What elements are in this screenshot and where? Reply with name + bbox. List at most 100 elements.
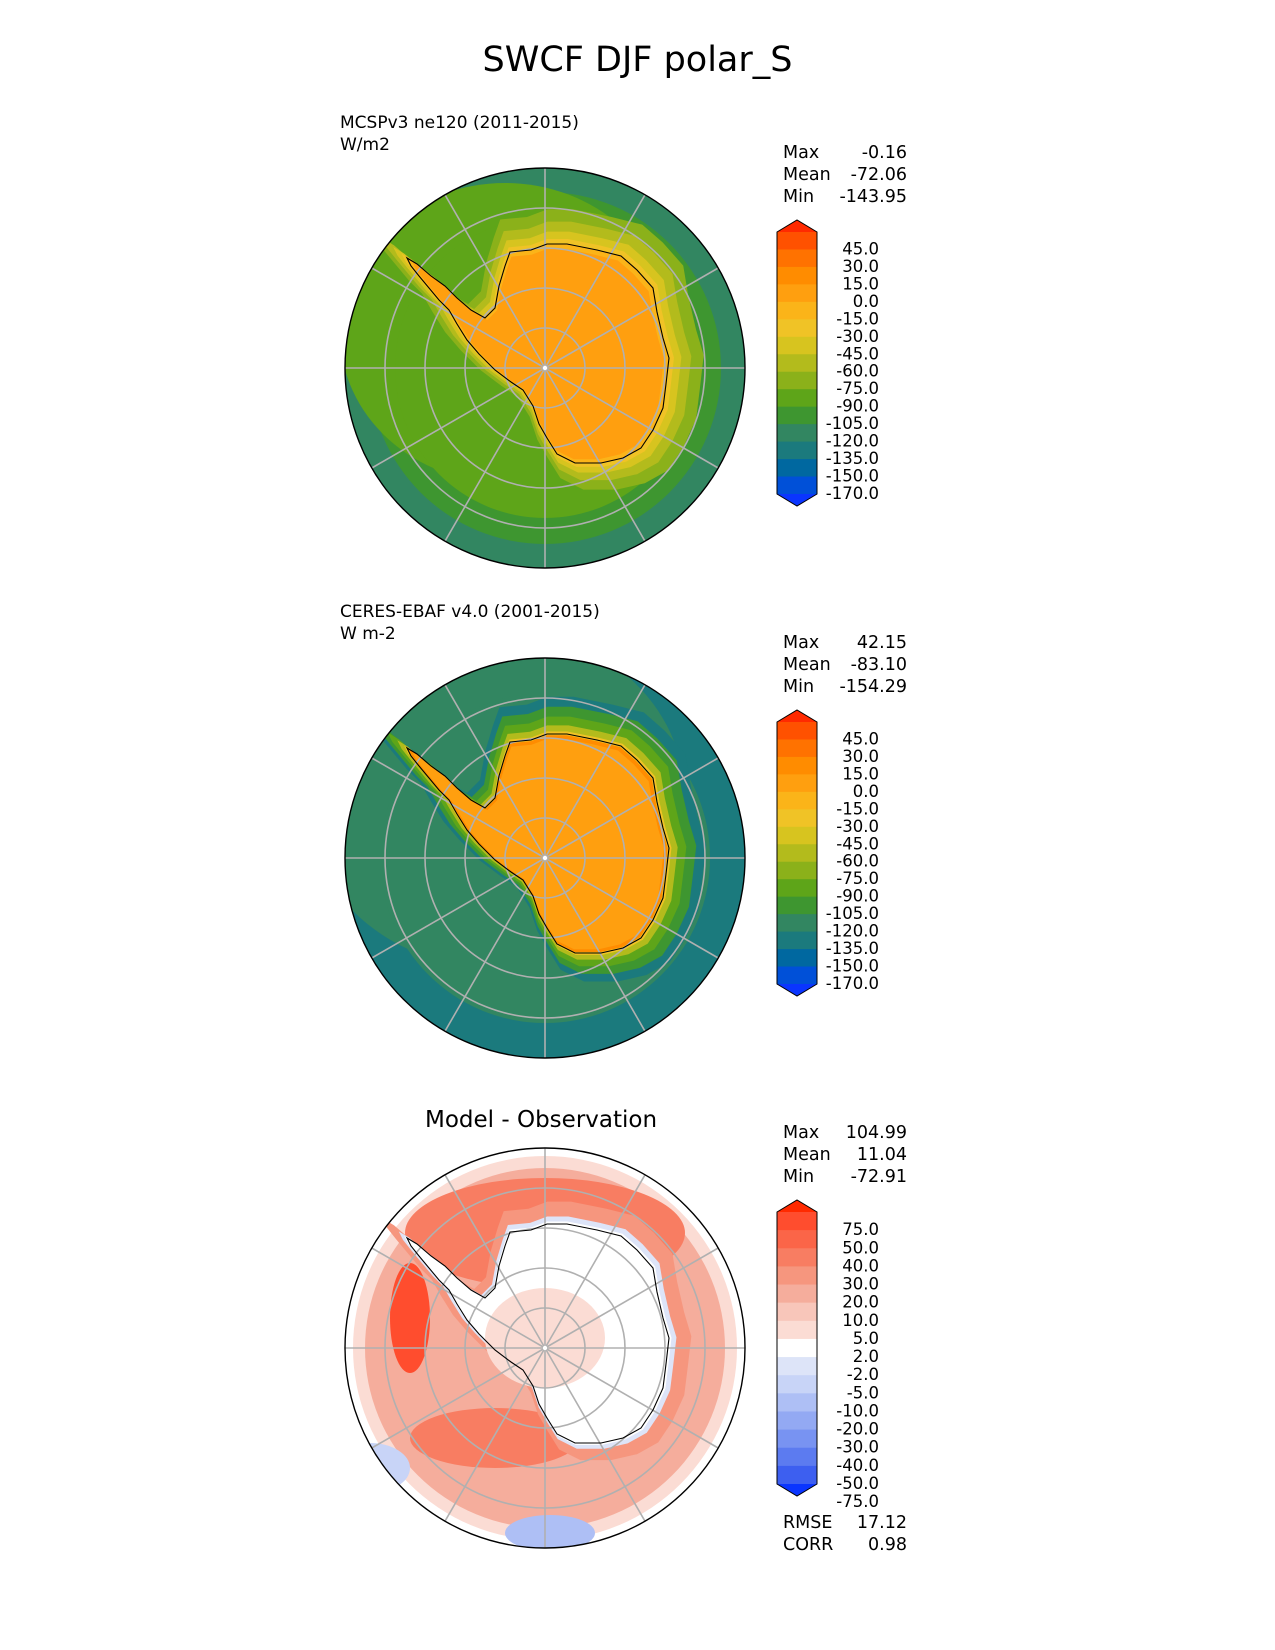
meridian-line <box>544 857 719 959</box>
pole-marker <box>542 855 548 861</box>
colorbar-segment <box>777 1266 817 1286</box>
colorbar-tick-label: -15.0 <box>836 799 879 818</box>
field-patch <box>390 1263 430 1373</box>
colorbar-segment <box>777 809 817 828</box>
colorbar-segment <box>777 1284 817 1304</box>
stat-min-value: -154.29 <box>839 677 907 697</box>
colorbar-tick-label: -15.0 <box>836 309 879 328</box>
panel3-metrics: RMSE 17.12 CORR 0.98 <box>783 1512 907 1556</box>
colorbar-segment <box>777 966 817 985</box>
stat-max-label: Max <box>783 633 820 653</box>
colorbar-segment <box>777 319 817 338</box>
meridian-line <box>544 857 646 1032</box>
pole-marker <box>542 365 548 371</box>
colorbar-segment <box>777 371 817 390</box>
map-boundary <box>344 167 746 569</box>
colorbar-segment <box>777 476 817 495</box>
stat-max-value: 104.99 <box>845 1123 907 1143</box>
colorbar-segment <box>777 774 817 793</box>
map-boundary <box>344 657 746 1059</box>
stat-mean-label: Mean <box>783 1145 831 1165</box>
field-contour <box>412 738 665 950</box>
meridian-line <box>371 857 546 959</box>
colorbar-segment <box>777 266 817 285</box>
meridian-line <box>371 267 546 369</box>
colorbar-tick-label: -30.0 <box>836 327 879 346</box>
colorbar-segment <box>777 459 817 478</box>
coastline <box>405 733 670 954</box>
colorbar-tick-label: -45.0 <box>836 834 879 853</box>
colorbar-tick-label: -120.0 <box>826 922 879 941</box>
stat-mean-value: 11.04 <box>856 1145 907 1165</box>
colorbar-segment <box>777 949 817 968</box>
panel2-label-line1: CERES-EBAF v4.0 (2001-2015) <box>340 602 600 622</box>
colorbar-extend-min <box>777 1484 817 1496</box>
stat-mean-label: Mean <box>783 655 831 675</box>
panel1-colorbar: 45.030.015.00.0-15.0-30.0-45.0-60.0-75.0… <box>776 219 879 507</box>
colorbar-tick-label: 0.0 <box>853 782 879 801</box>
meridian-line <box>444 194 546 369</box>
field-contour <box>412 248 665 460</box>
stat-min-label: Min <box>783 1167 815 1187</box>
colorbar-tick-label: -50.0 <box>836 1474 879 1493</box>
colorbar-segment <box>777 1411 817 1431</box>
stat-max-value: -0.16 <box>861 143 907 163</box>
colorbar-tick-label: 2.0 <box>853 1347 879 1366</box>
meridian-line <box>544 367 719 469</box>
colorbar-segment <box>777 739 817 758</box>
colorbar-tick-label: 30.0 <box>842 257 879 276</box>
colorbar-tick-label: -90.0 <box>836 397 879 416</box>
corr-value: 0.98 <box>868 1535 907 1555</box>
colorbar-tick-label: -170.0 <box>826 974 879 993</box>
colorbar-tick-label: -5.0 <box>847 1383 879 1402</box>
colorbar-segment <box>777 879 817 898</box>
colorbar-segment <box>777 1320 817 1340</box>
colorbar-tick-label: -150.0 <box>826 957 879 976</box>
meridian-line <box>544 1247 719 1349</box>
meridian-line <box>544 267 719 369</box>
colorbar-segment <box>777 1429 817 1449</box>
colorbar-outline <box>776 1199 818 1497</box>
meridian-line <box>371 367 546 469</box>
colorbar-tick-label: 15.0 <box>842 274 879 293</box>
meridian-line <box>444 1347 546 1522</box>
colorbar-tick-label: -10.0 <box>836 1401 879 1420</box>
colorbar-tick-label: -135.0 <box>826 449 879 468</box>
colorbar-tick-label: 15.0 <box>842 764 879 783</box>
colorbar-tick-label: -30.0 <box>836 1438 879 1457</box>
colorbar-segment <box>777 1357 817 1376</box>
colorbar-tick-label: 75.0 <box>842 1220 879 1239</box>
panel2-stats: Max 42.15 Mean -83.10 Min -154.29 <box>783 632 907 698</box>
colorbar-tick-label: 0.0 <box>853 292 879 311</box>
colorbar-extend-max <box>777 220 817 232</box>
colorbar-tick-label: -40.0 <box>836 1456 879 1475</box>
colorbar-segment <box>777 284 817 303</box>
colorbar-tick-label: 20.0 <box>842 1293 879 1312</box>
colorbar-outline <box>776 219 818 507</box>
stat-mean-value: -72.06 <box>850 165 907 185</box>
corr-label: CORR <box>783 1535 834 1555</box>
colorbar-segment <box>777 301 817 320</box>
map-field <box>345 168 745 568</box>
colorbar-tick-label: -105.0 <box>826 904 879 923</box>
meridian-line <box>544 194 646 369</box>
colorbar-tick-label: -135.0 <box>826 939 879 958</box>
panel3-title: Model - Observation <box>425 1107 658 1133</box>
panel3-colorbar: 75.050.040.030.020.010.05.02.0-2.0-5.0-1… <box>776 1199 879 1508</box>
colorbar-segment <box>777 389 817 408</box>
colorbar-segment <box>777 424 817 443</box>
colorbar-segment <box>777 336 817 355</box>
panel3-polar-map <box>344 1147 746 1549</box>
meridian-line <box>371 1347 546 1449</box>
colorbar-segment <box>777 1338 817 1358</box>
colorbar-tick-label: -120.0 <box>826 432 879 451</box>
colorbar-segment <box>777 756 817 775</box>
colorbar-tick-label: -60.0 <box>836 362 879 381</box>
panel1-label-line1: MCSPv3 ne120 (2011-2015) <box>340 113 579 133</box>
rmse-label: RMSE <box>783 1513 833 1533</box>
meridian-line <box>544 684 646 859</box>
colorbar-tick-label: -45.0 <box>836 344 879 363</box>
colorbar-extend-max <box>777 1200 817 1212</box>
panel2-label-line2: W m-2 <box>340 624 396 644</box>
colorbar-tick-label: 5.0 <box>853 1329 879 1348</box>
